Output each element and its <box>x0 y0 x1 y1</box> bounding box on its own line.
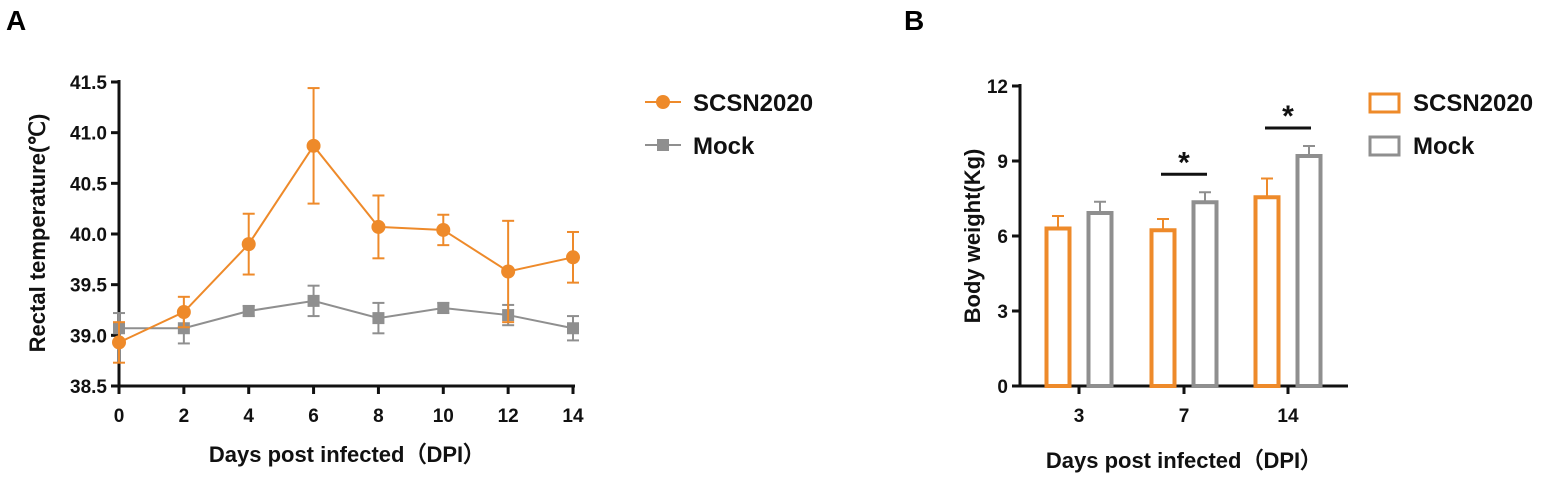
b-legend-label-mock: Mock <box>1413 133 1475 160</box>
b-x-tick-label: 7 <box>1179 406 1190 427</box>
a-x-tick-label: 12 <box>498 406 519 427</box>
b-x-axis-label: Days post infected（DPI） <box>1046 448 1322 473</box>
a-legend-label-scsn2020: SCSN2020 <box>693 90 813 117</box>
b-y-tick-label: 9 <box>997 152 1008 173</box>
b-y-axis-label: Body weight(Kg) <box>960 149 985 324</box>
a-y-tick-label: 41.0 <box>70 124 107 145</box>
a-y-tick-label: 39.5 <box>70 276 107 297</box>
a-data-point-scsn2020 <box>112 335 126 350</box>
b-bar-scsn2020 <box>1149 228 1177 388</box>
a-x-tick-label: 2 <box>179 406 190 427</box>
a-x-tick-label: 0 <box>114 406 125 427</box>
a-y-axis-label: Rectal temperature(℃) <box>25 114 50 353</box>
a-x-tick-label: 8 <box>373 406 384 427</box>
b-bar-scsn2020 <box>1253 195 1281 388</box>
b-bar-mock <box>1295 154 1323 388</box>
b-bar-scsn2020 <box>1044 226 1072 388</box>
a-data-point-scsn2020 <box>371 219 386 234</box>
a-y-tick-label: 38.5 <box>70 377 107 398</box>
a-x-axis-label: Days post infected（DPI） <box>209 442 485 467</box>
a-series-line-scsn2020 <box>118 144 574 344</box>
a-data-point-mock <box>177 322 190 335</box>
b-legend-swatch-mock <box>1368 135 1401 157</box>
a-y-tick-label: 40.0 <box>70 225 107 246</box>
a-data-point-scsn2020 <box>501 264 516 279</box>
a-data-point-scsn2020 <box>436 222 451 237</box>
b-y-tick-label: 12 <box>987 77 1008 98</box>
a-legend: SCSN2020 Mock <box>645 90 813 160</box>
a-legend-marker-scsn2020 <box>656 95 670 109</box>
b-x-tick-label: 3 <box>1074 406 1085 427</box>
a-x-tick-label: 14 <box>562 406 584 427</box>
panel-label-a: A <box>6 5 26 36</box>
a-data-point-scsn2020 <box>241 237 256 252</box>
temperature-chart: 38.539.039.540.040.541.041.50 2 4 6 8 10 12 14 … <box>25 73 813 467</box>
b-y-tick-label: 0 <box>997 377 1008 398</box>
b-y-tick-label: 6 <box>997 227 1008 248</box>
a-legend-label-mock: Mock <box>693 133 755 160</box>
a-data-point-mock <box>567 322 579 335</box>
a-data-point-scsn2020 <box>306 138 321 153</box>
a-y-tick-label: 40.5 <box>70 174 107 195</box>
b-significance-star: * <box>1282 100 1294 133</box>
a-series-scsn2020 <box>112 87 580 364</box>
a-data-point-mock <box>437 301 450 314</box>
panel-label-b: B <box>904 5 924 36</box>
body-weight-chart: 0 3 6 9 12 3 7 14 * * Days post infected（DPI） Bo… <box>960 77 1533 473</box>
a-data-point-scsn2020 <box>566 250 580 265</box>
a-series-line-mock <box>119 299 574 330</box>
b-bar-mock <box>1191 200 1219 388</box>
b-legend-label-scsn2020: SCSN2020 <box>1413 90 1533 117</box>
b-y-tick-label: 3 <box>997 302 1008 323</box>
b-bar-mock <box>1086 211 1114 388</box>
b-significance-star: * <box>1178 146 1190 179</box>
a-x-tick-label: 4 <box>243 406 254 427</box>
a-data-point-mock <box>307 294 320 307</box>
a-x-tick-label: 10 <box>433 406 454 427</box>
a-data-point-mock <box>372 312 385 325</box>
a-y-tick-label: 39.0 <box>70 326 107 347</box>
a-x-tick-label: 6 <box>308 406 319 427</box>
b-legend: SCSN2020 Mock <box>1368 90 1533 160</box>
a-data-point-mock <box>242 305 255 318</box>
a-y-tick-label: 41.5 <box>70 73 107 94</box>
b-x-tick-label: 14 <box>1277 406 1299 427</box>
a-legend-marker-mock <box>657 139 669 151</box>
a-data-point-scsn2020 <box>176 305 191 320</box>
b-legend-swatch-scsn2020 <box>1368 92 1401 114</box>
